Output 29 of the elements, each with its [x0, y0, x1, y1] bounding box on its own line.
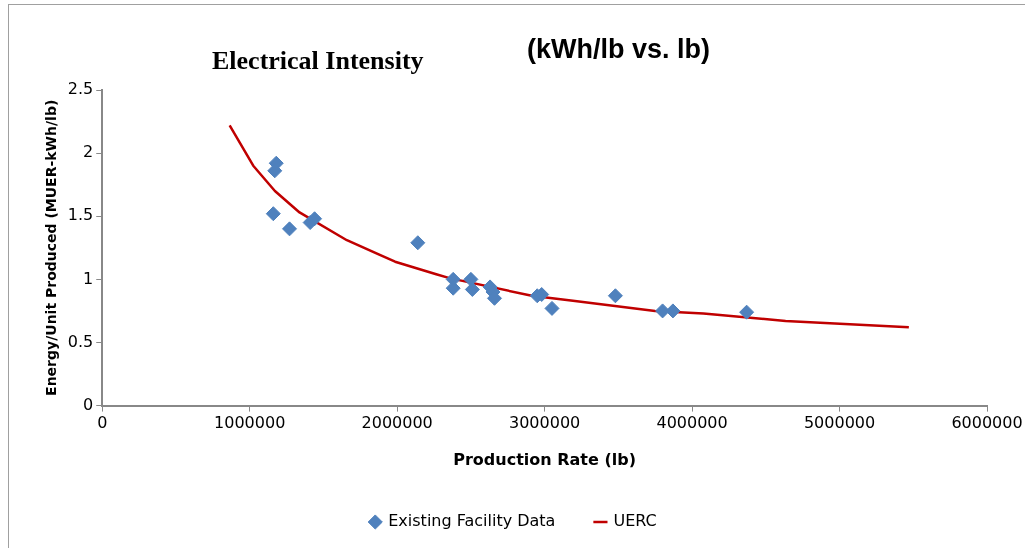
y-tick-label: 1.5 [67, 205, 94, 225]
x-tick-label: 4000000 [656, 413, 728, 433]
point [265, 206, 281, 222]
point [410, 235, 426, 251]
y-axis-title: Energy/Unit Produced (MUER-kWh/lb) [43, 99, 60, 396]
point [665, 303, 681, 319]
y-tick-label: 0 [83, 394, 94, 414]
x-tick-label: 6000000 [951, 413, 1023, 433]
legend-label: Existing Facility Data [388, 511, 556, 531]
chart-subtitle: (kWh/lb vs. lb) [527, 34, 711, 65]
x-tick-label: 1000000 [214, 413, 286, 433]
y-tick-label: 1 [83, 268, 94, 288]
point [607, 288, 623, 304]
chart-title: Electrical Intensity [212, 46, 424, 76]
point [464, 281, 480, 297]
point [282, 221, 298, 237]
x-tick-label: 0 [97, 413, 108, 433]
x-tick-label: 5000000 [803, 413, 876, 433]
point [739, 304, 755, 320]
y-tick-label: 2 [83, 142, 94, 162]
x-tick-label: 2000000 [361, 413, 433, 433]
point [544, 300, 560, 316]
point [463, 271, 479, 287]
x-axis-title: Production Rate (lb) [453, 449, 637, 469]
x-tick-label: 3000000 [508, 413, 581, 433]
y-tick-label: 0.5 [67, 331, 94, 351]
point [307, 211, 323, 227]
legend-label: UERC [613, 511, 657, 531]
y-tick-label: 2.5 [67, 79, 94, 99]
